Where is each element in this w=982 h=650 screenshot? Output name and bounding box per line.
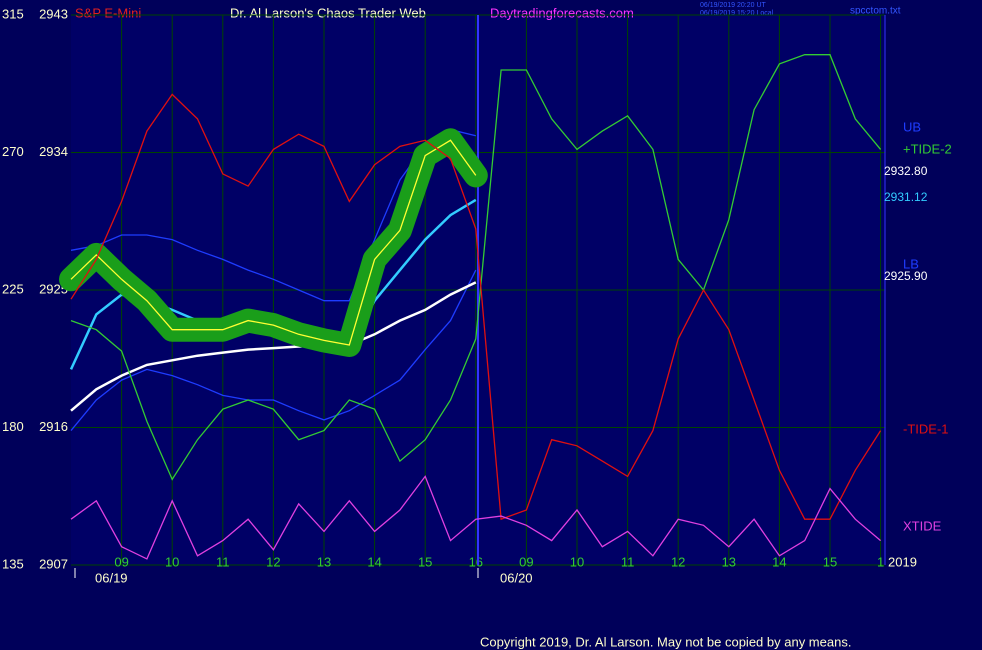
legend-entry: UB: [903, 119, 921, 134]
x-tick-label: 12: [266, 554, 280, 569]
y-tick-label: 2907: [39, 556, 68, 571]
y2-tick-label: 270: [2, 144, 24, 159]
file-name: spcctom.txt: [850, 6, 901, 17]
x-tick-label: 11: [621, 554, 635, 569]
date-label: 06/19: [95, 570, 128, 585]
x-tick-label: 13: [317, 554, 331, 569]
x-tick-label: 10: [570, 554, 584, 569]
legend-entry: +TIDE-2: [903, 141, 952, 156]
series-line: [70, 93, 882, 521]
legend-entry: -TIDE-1: [903, 421, 949, 436]
y2-tick-label: 315: [2, 6, 24, 21]
y-tick-label: 2943: [39, 6, 68, 21]
series-line: [70, 54, 882, 481]
instrument: S&P E-Mini: [75, 5, 141, 20]
year: 2019: [888, 554, 917, 569]
x-tick-label: 1: [877, 554, 884, 569]
x-tick-label: 15: [418, 554, 432, 569]
x-tick-label: 12: [671, 554, 685, 569]
series-line: [70, 281, 477, 412]
y-tick-label: 2934: [39, 144, 68, 159]
date-label: 06/20: [500, 570, 533, 585]
y2-tick-label: 135: [2, 556, 24, 571]
x-tick-label: 10: [165, 554, 179, 569]
x-tick-label: 15: [823, 554, 837, 569]
x-tick-label: 16: [469, 554, 483, 569]
copyright: Copyright 2019, Dr. Al Larson. May not b…: [480, 634, 851, 649]
readout: 2925.90: [884, 269, 928, 283]
y2-tick-label: 225: [2, 281, 24, 296]
x-tick-label: 14: [772, 554, 786, 569]
x-tick-label: 09: [114, 554, 128, 569]
legend-entry: LB: [903, 256, 919, 271]
site: Daytradingforecasts.com: [490, 5, 634, 20]
x-tick-label: 11: [216, 554, 230, 569]
x-tick-label: 09: [519, 554, 533, 569]
x-tick-label: 13: [722, 554, 736, 569]
readout: 2931.12: [884, 190, 928, 204]
y-tick-label: 2916: [39, 419, 68, 434]
series-line: [70, 269, 477, 432]
legend-entry: XTIDE: [903, 518, 942, 533]
timestamp: 06/19/2019 15:20 Local: [700, 10, 774, 17]
x-tick-label: 14: [367, 554, 381, 569]
y2-tick-label: 180: [2, 419, 24, 434]
readout: 2932.80: [884, 164, 928, 178]
series-line: [70, 475, 882, 560]
timestamp: 06/19/2019 20:20 UT: [700, 2, 766, 9]
series-line: [70, 139, 477, 346]
chart-title: Dr. Al Larson's Chaos Trader Web: [230, 5, 426, 20]
